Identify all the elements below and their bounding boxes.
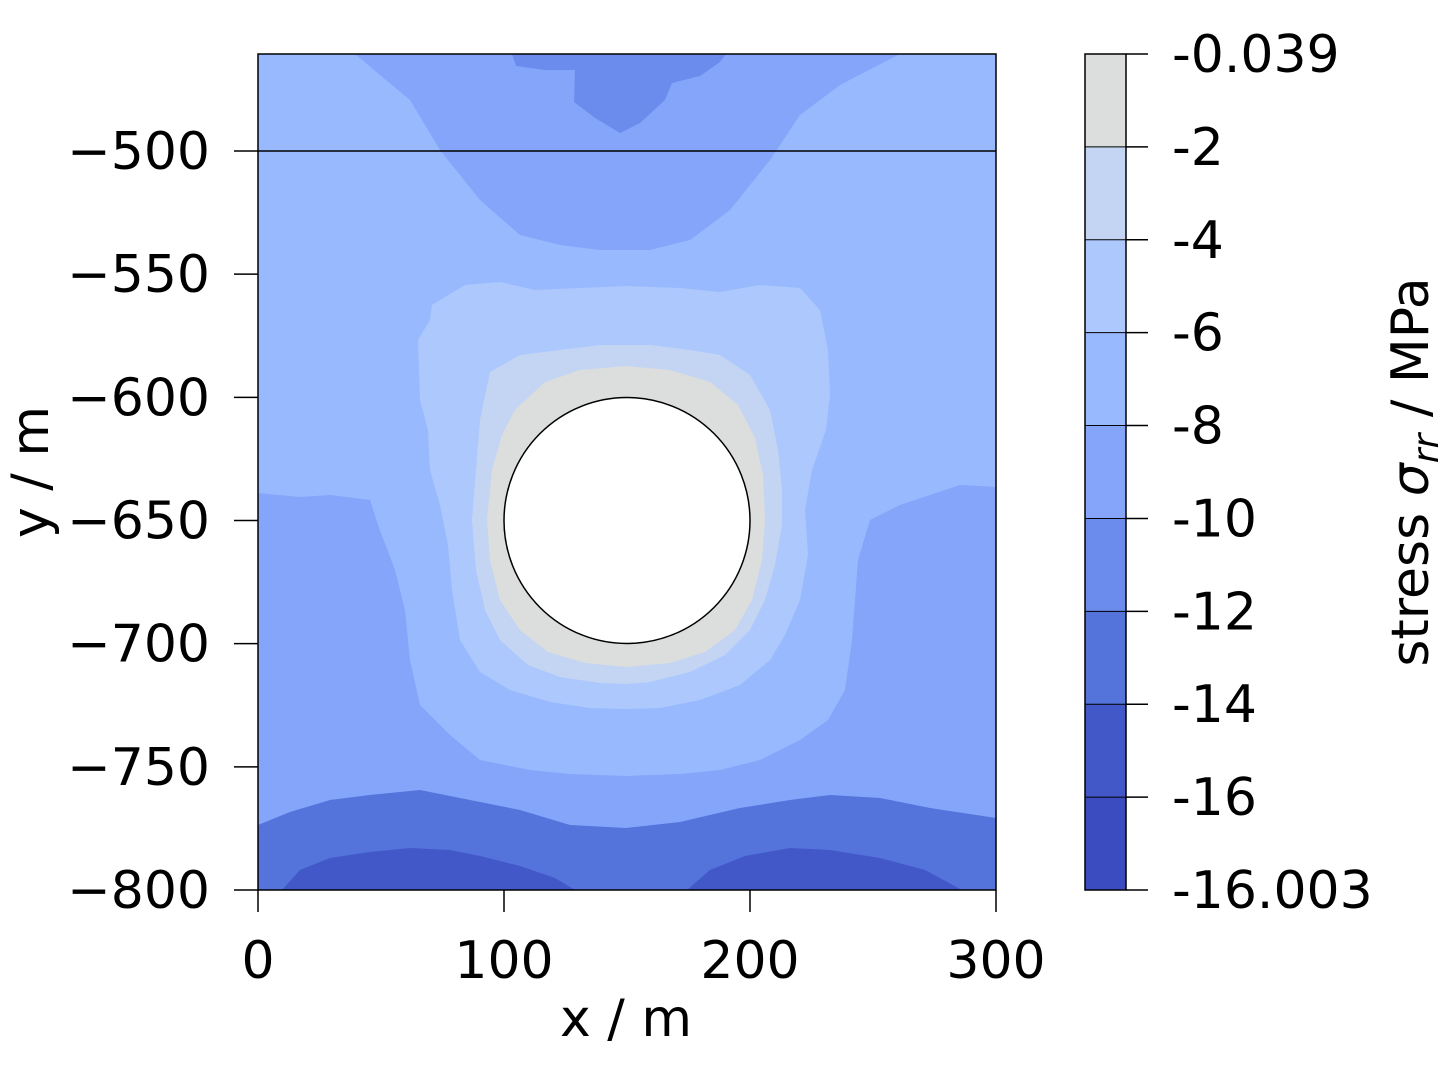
colorbar-band [1085, 54, 1126, 148]
cavity-circle [503, 396, 751, 645]
colorbar-tick-label: -16.003 [1172, 861, 1373, 921]
colorbar-band [1085, 146, 1126, 241]
colorbar-tick-label: -10 [1172, 489, 1257, 549]
y-axis-label: y / m [1, 406, 61, 538]
contour-band-minus14-minus16-right [687, 848, 962, 890]
colorbar-label-main: stress [1381, 496, 1441, 666]
colorbar-frame [1084, 53, 1127, 891]
colorbar-tick-label: -2 [1172, 118, 1224, 178]
colorbar-band [1085, 425, 1126, 519]
x-tick-label: 300 [946, 931, 1045, 991]
y-tick-label: −700 [67, 615, 210, 675]
colorbar-band [1085, 518, 1126, 612]
x-tick-label: 0 [241, 931, 274, 991]
colorbar-tick-label: -6 [1172, 304, 1224, 364]
colorbar-band [1085, 704, 1126, 798]
colorbar-tick-label: -0.039 [1172, 25, 1340, 85]
colorbar-label-subscript: rr [1406, 431, 1447, 463]
colorbar-tick-label: -4 [1172, 211, 1224, 271]
contour-band-minus10-minus12-top [512, 54, 726, 133]
y-tick-label: −550 [67, 245, 210, 305]
plot-area [258, 54, 996, 890]
colorbar-band [1085, 797, 1126, 891]
y-tick-label: −500 [67, 122, 210, 182]
colorbar-tick-label: -8 [1172, 397, 1224, 457]
colorbar-tick-label: -12 [1172, 582, 1257, 642]
colorbar-label-unit: / MPa [1381, 277, 1441, 433]
x-axis-label: x / m [560, 989, 692, 1049]
colorbar-tick-label: -16 [1172, 768, 1257, 828]
y-tick-label: −750 [67, 738, 210, 798]
x-tick-label: 200 [700, 931, 799, 991]
colorbar-label: stress σrr / MPa [1381, 277, 1447, 666]
plot-frame [257, 53, 997, 891]
x-tick-label: 100 [454, 931, 553, 991]
y-axis: −500 −550 −600 −650 −700 −750 −800 [67, 122, 258, 921]
colorbar-tick-label: -14 [1172, 675, 1257, 735]
y-tick-label: −800 [67, 861, 210, 921]
colorbar-ticks: -0.039 -2 -4 -6 -8 -10 -12 -14 -16 -16.003 [1126, 25, 1373, 921]
x-axis: 0 100 200 300 [241, 890, 1046, 991]
colorbar-band [1085, 611, 1126, 705]
y-tick-label: −650 [67, 492, 210, 552]
contour-band-minus14-minus16-left [282, 848, 575, 890]
colorbar-band [1085, 239, 1126, 334]
colorbar-band [1085, 332, 1126, 427]
colorbar-label-symbol: σ [1381, 461, 1441, 496]
colorbar [1084, 53, 1127, 891]
y-tick-label: −600 [67, 368, 210, 428]
